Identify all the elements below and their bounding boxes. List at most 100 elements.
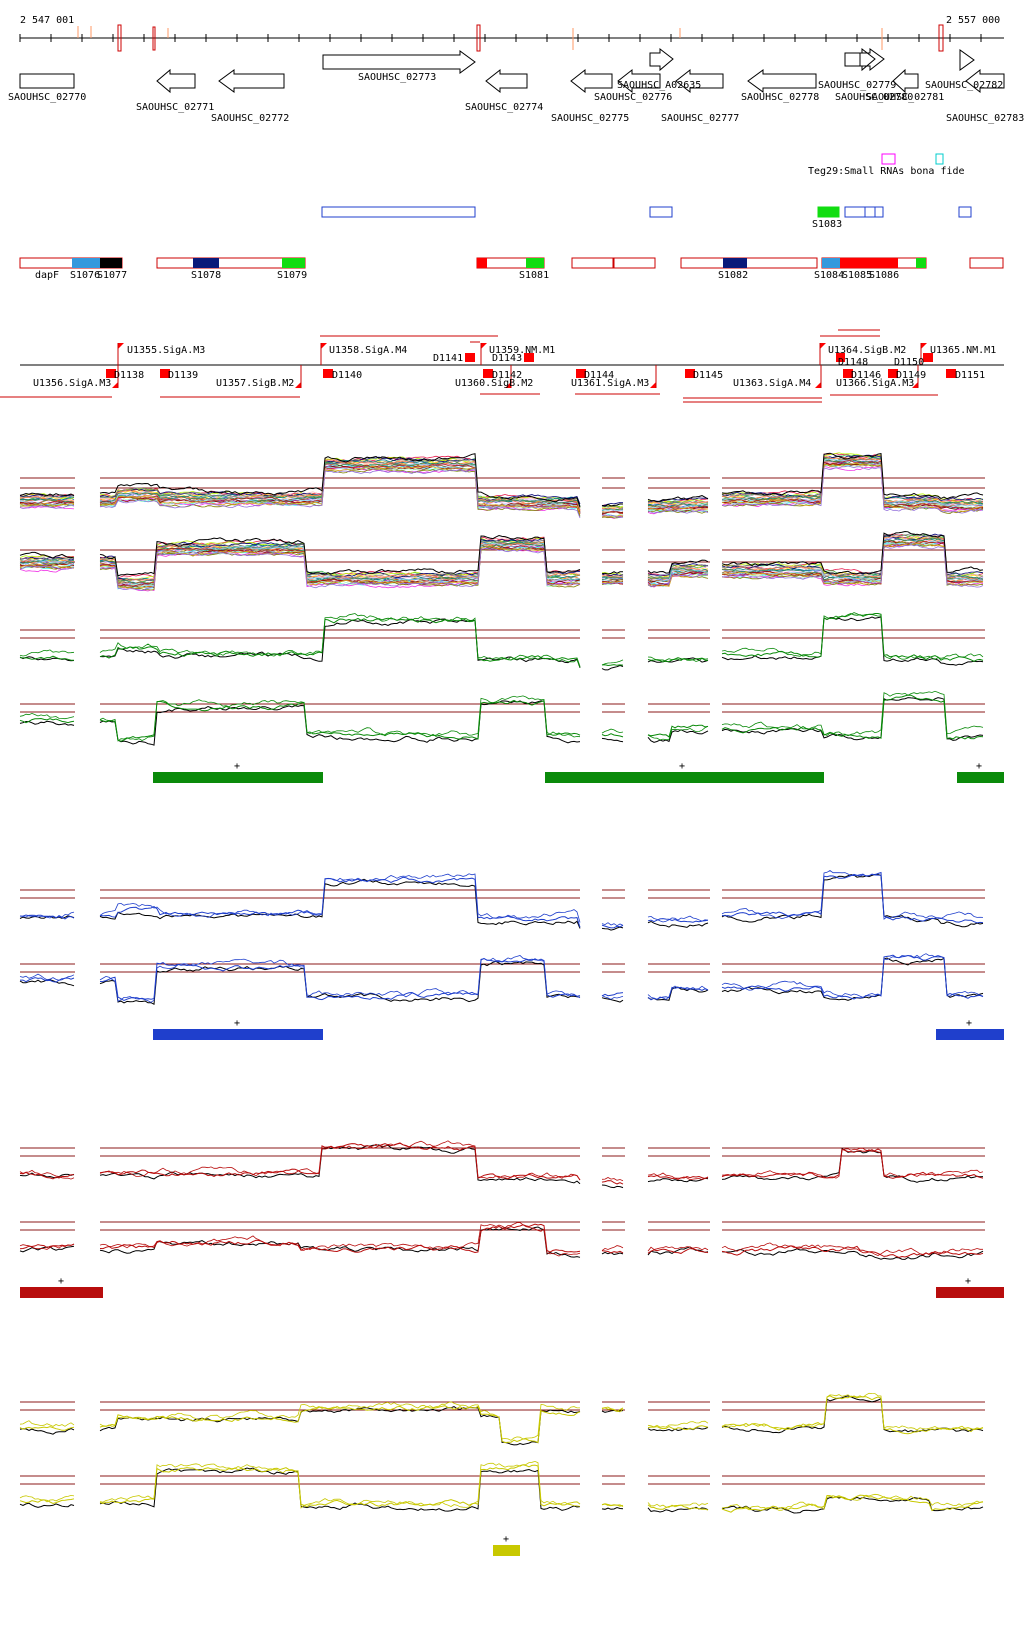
gene-saouhsc-02778[interactable]: SAOUHSC_02778 xyxy=(741,69,819,103)
condition-trace-top xyxy=(647,915,709,923)
strand-plus-label: + xyxy=(679,761,685,772)
gene-saouhsc-02780[interactable]: SAOUHSC_02780 xyxy=(835,48,913,103)
segment-bar[interactable] xyxy=(153,1029,323,1040)
tss-label-u1366: U1366.SigA.M3 xyxy=(836,378,914,389)
d-label-d1140: D1140 xyxy=(332,370,362,381)
tss-label-u1355: U1355.SigA.M3 xyxy=(127,345,205,356)
segment-bar[interactable] xyxy=(493,1545,520,1556)
reference-trace-bottom xyxy=(721,697,984,741)
reference-trace-top xyxy=(647,495,709,503)
gene-saouhsc-02782[interactable]: SAOUHSC_02782 xyxy=(925,49,1003,91)
condition-trace-top xyxy=(601,664,624,667)
tss-label-u1358: U1358.SigA.M4 xyxy=(329,345,407,356)
gene-saouhsc-02781[interactable]: SAOUHSC_02781 xyxy=(866,68,944,103)
segment-bar[interactable] xyxy=(957,772,1004,783)
rna-annotation-track xyxy=(321,206,972,218)
rna-box-s1083[interactable] xyxy=(817,206,840,218)
reference-trace-bottom xyxy=(99,1467,581,1512)
reference-trace-bottom xyxy=(647,1506,709,1513)
condition-trace-top xyxy=(601,509,624,512)
svg-text:SAOUHSC_02770: SAOUHSC_02770 xyxy=(8,92,86,103)
svg-text:SAOUHSC_A02635: SAOUHSC_A02635 xyxy=(617,80,701,91)
reference-trace-bottom xyxy=(19,551,75,559)
condition-trace-top xyxy=(721,456,984,505)
condition-trace-bottom xyxy=(19,565,75,570)
segment-label-s1084: S1084 xyxy=(814,270,844,281)
condition-trace-top xyxy=(20,914,75,920)
rna-box[interactable] xyxy=(874,206,884,218)
condition-trace-top xyxy=(601,1406,624,1413)
reference-trace-bottom xyxy=(19,1502,75,1508)
segment-track: dapF S1076 S1077 S1078 S1079 S1081 S1082… xyxy=(19,257,1004,281)
condition-trace-bottom xyxy=(721,954,984,1000)
rna-box[interactable] xyxy=(321,206,476,218)
reference-trace-top xyxy=(647,920,709,928)
segment-bar[interactable] xyxy=(20,1287,103,1298)
d-label-d1139: D1139 xyxy=(168,370,198,381)
reference-trace-top xyxy=(99,618,581,668)
gene-saouhsc-02775[interactable]: SAOUHSC_02775 xyxy=(551,68,629,124)
tss-label-u1359: U1359.NM.M1 xyxy=(489,345,555,356)
reference-trace-top xyxy=(721,616,984,666)
segment-bar[interactable] xyxy=(153,772,323,783)
blue-segment-bars: + + xyxy=(153,1018,1004,1040)
gene-saouhsc-02779[interactable]: SAOUHSC_02779 xyxy=(818,47,896,91)
rna-box[interactable] xyxy=(649,206,673,218)
gene-saouhsc-02770[interactable]: SAOUHSC_02770 xyxy=(8,73,86,103)
condition-trace-top xyxy=(601,507,624,511)
segment-label-s1085: S1085 xyxy=(842,270,872,281)
reference-trace-top xyxy=(601,664,624,671)
tss-label-u1361: U1361.SigA.M3 xyxy=(571,378,649,389)
segment-label-s1082: S1082 xyxy=(718,270,748,281)
tss-label-u1363: U1363.SigA.M4 xyxy=(733,378,811,389)
condition-trace-bottom xyxy=(601,1503,624,1507)
gene-saouhsc-02774[interactable]: SAOUHSC_02774 xyxy=(465,68,543,113)
segment-bar[interactable] xyxy=(936,1029,1004,1040)
condition-trace-top xyxy=(647,510,709,514)
condition-trace-bottom xyxy=(99,537,581,581)
segment-bar[interactable] xyxy=(545,772,824,783)
gene-saouhsc-02772[interactable]: SAOUHSC_02772 xyxy=(211,69,289,124)
condition-trace-top xyxy=(99,465,581,514)
axis-feature-mark xyxy=(938,24,944,52)
gene-saouhsc-02777[interactable]: SAOUHSC_02777 xyxy=(661,68,739,124)
condition-trace-bottom xyxy=(601,581,624,585)
gene-saouhsc-02776[interactable]: SAOUHSC_02776 xyxy=(594,68,672,103)
axis-feature-mark xyxy=(152,26,156,51)
condition-trace-bottom xyxy=(601,574,623,579)
gene-saouhsc-02773[interactable]: SAOUHSC_02773 xyxy=(322,50,476,83)
condition-trace-top xyxy=(601,514,624,518)
strand-plus-label: + xyxy=(503,1534,509,1545)
condition-trace-top xyxy=(721,462,984,513)
rna-box[interactable] xyxy=(958,206,972,218)
condition-trace-top xyxy=(721,460,984,510)
condition-trace-top xyxy=(19,502,75,507)
condition-trace-top xyxy=(601,502,623,507)
rna-box[interactable] xyxy=(864,206,876,218)
condition-trace-top xyxy=(647,657,709,663)
d-label-d1148: D1148 xyxy=(838,357,868,368)
rna-label-s1083: S1083 xyxy=(812,219,842,230)
condition-trace-bottom xyxy=(19,566,75,573)
reference-trace-top xyxy=(721,452,984,500)
segment-label-s1086: S1086 xyxy=(869,270,899,281)
condition-trace-bottom xyxy=(647,986,709,1001)
gene-saouhsc-02771[interactable]: SAOUHSC_02771 xyxy=(136,68,214,113)
condition-trace-top xyxy=(721,613,984,662)
gene-saouhsc-a02635[interactable]: SAOUHSC_A02635 xyxy=(617,47,701,91)
d-label-d1146: D1146 xyxy=(851,370,881,381)
condition-trace-top xyxy=(721,1147,984,1179)
condition-trace-top xyxy=(99,613,581,668)
condition-trace-bottom xyxy=(99,695,581,742)
reference-trace-top xyxy=(19,1172,75,1179)
condition-trace-top xyxy=(721,465,984,514)
d-label-d1144: D1144 xyxy=(584,370,614,381)
condition-trace-bottom xyxy=(19,973,75,981)
segment-bar[interactable] xyxy=(936,1287,1004,1298)
svg-text:SAOUHSC_02778: SAOUHSC_02778 xyxy=(741,92,819,103)
gene-saouhsc-02783[interactable]: SAOUHSC_02783 xyxy=(946,68,1024,124)
expression-panel-green xyxy=(19,612,985,746)
condition-trace-bottom xyxy=(647,573,709,588)
rna-box[interactable] xyxy=(844,206,866,218)
reference-trace-top xyxy=(19,492,75,497)
